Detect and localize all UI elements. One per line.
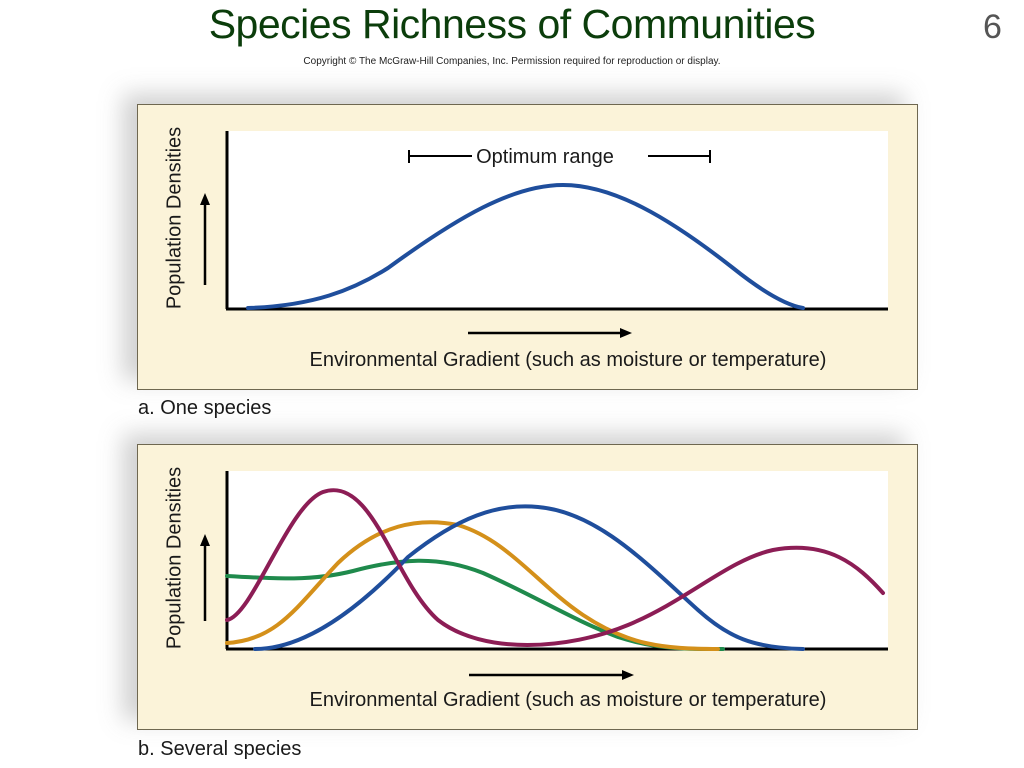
species-curve-blue [253, 504, 805, 651]
x-arrow-head [622, 670, 634, 680]
copyright-notice: Copyright © The McGraw-Hill Companies, I… [303, 56, 721, 67]
y-arrow-head [200, 193, 210, 205]
species-curve-blue [246, 182, 805, 310]
figure-panel-one-species: Optimum range Population Densities Envir… [137, 104, 918, 390]
plot-one-species: Optimum range [200, 131, 888, 338]
x-axis-label: Environmental Gradient (such as moisture… [309, 689, 827, 711]
plot-area [226, 131, 888, 309]
caption-several-species: b. Several species [138, 738, 302, 760]
plot-several-species [200, 471, 888, 680]
slide-title: Species Richness of Communities [208, 1, 816, 47]
y-axis-label: Population Densities [163, 126, 186, 310]
species-curve-maroon [225, 488, 885, 647]
slide-number: 6 [983, 8, 1002, 46]
figure-panel-several-species: Population Densities Environmental Gradi… [137, 444, 918, 730]
x-axis-label: Environmental Gradient (such as moisture… [309, 349, 827, 371]
y-arrow-head [200, 534, 210, 546]
x-arrow-head [620, 328, 632, 338]
caption-one-species: a. One species [138, 397, 272, 419]
optimum-range-label: Optimum range [476, 146, 614, 168]
plot-area [226, 471, 888, 649]
y-axis-label: Population Densities [163, 466, 186, 650]
